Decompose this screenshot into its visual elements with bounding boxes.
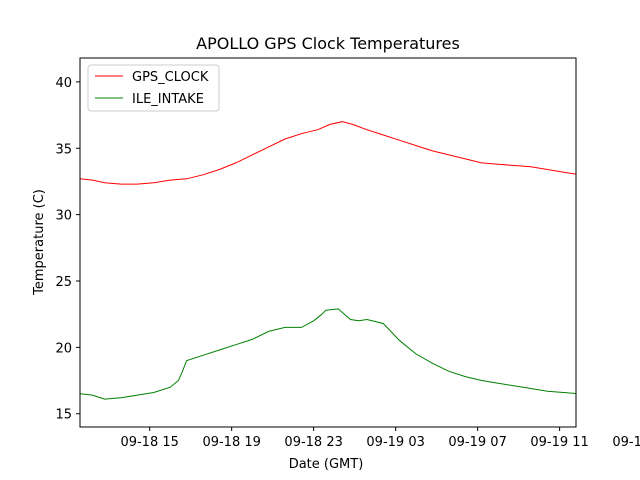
- series-layer: [80, 121, 576, 400]
- legend-label-gps-clock: GPS_CLOCK: [132, 70, 209, 85]
- x-tick-label: 09-18 15: [120, 435, 178, 450]
- chart-title: APOLLO GPS Clock Temperatures: [196, 34, 460, 53]
- legend: GPS_CLOCK ILE_INTAKE: [87, 64, 220, 112]
- x-tick-label: 09-19 11: [530, 435, 588, 450]
- y-axis-label: Temperature (C): [32, 189, 47, 296]
- x-tick-label: 09-19 03: [366, 435, 424, 450]
- series-line-gps-clock: [80, 121, 576, 185]
- plot-area: [79, 57, 577, 428]
- x-tick-label: 09-19 07: [448, 435, 506, 450]
- x-tick-label: 09-18 23: [284, 435, 342, 450]
- x-axis-label: Date (GMT): [289, 457, 364, 472]
- y-tick-label: 35: [55, 142, 72, 157]
- y-tick-label: 15: [55, 408, 72, 423]
- x-tick-label: 09-19 15: [612, 435, 640, 450]
- axes-frame: [79, 57, 577, 428]
- legend-label-ile-intake: ILE_INTAKE: [132, 92, 204, 107]
- y-tick-label: 20: [55, 341, 72, 356]
- y-tick-label: 40: [55, 76, 72, 91]
- series-line-ile-intake: [80, 308, 576, 400]
- y-axis-ticks: 15 20 25 30 35 40: [55, 76, 80, 423]
- y-tick-label: 30: [55, 209, 72, 224]
- y-tick-label: 25: [55, 275, 72, 290]
- x-axis-ticks: 09-18 15 09-18 19 09-18 23 09-19 03 09-19 07…: [120, 427, 640, 450]
- x-tick-label: 09-18 19: [202, 435, 260, 450]
